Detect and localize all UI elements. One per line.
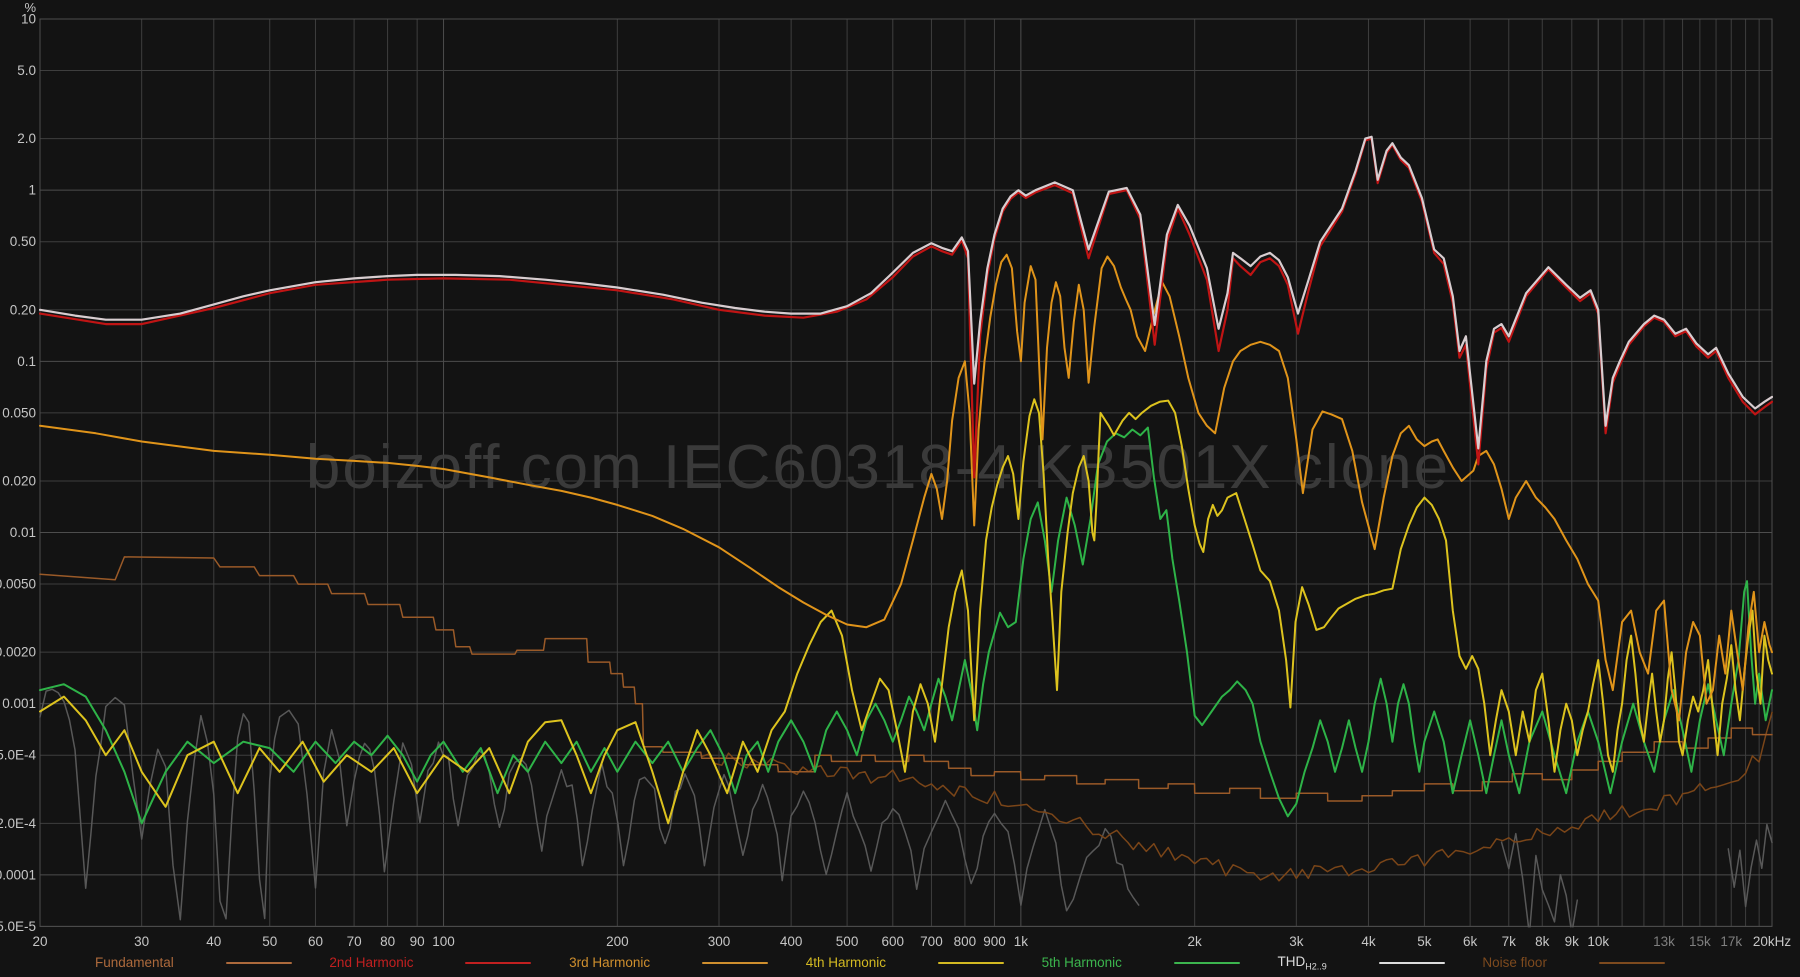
x-tick-label: 100: [432, 934, 455, 949]
legend-label-h3: 3rd Harmonic: [569, 955, 651, 971]
x-tick-label: 15k: [1689, 934, 1711, 949]
legend-swatch-h5: [1173, 962, 1240, 964]
curve-noise: [700, 711, 1773, 882]
legend-swatch-h2: [465, 962, 532, 964]
watermark: boizoff.com IEC60318-4 KB501X clone: [306, 433, 1450, 502]
legend-item-noise[interactable]: Noise floor: [1482, 956, 1665, 970]
curve-thd: [39, 135, 1773, 450]
x-tick-label: 40: [206, 934, 221, 949]
x-tick-label: 90: [410, 934, 425, 949]
y-tick-label: 0.0050: [0, 577, 36, 592]
x-tick-label: 5k: [1417, 934, 1432, 949]
legend-label-h2: 2nd Harmonic: [329, 955, 414, 971]
legend-swatch-thd: [1378, 962, 1445, 964]
y-tick-label: 0.50: [10, 234, 36, 249]
y-tick-label: 2.0E-4: [0, 816, 36, 831]
legend-swatch-fundamental: [225, 962, 292, 964]
curve-h3: [39, 253, 1773, 722]
legend-label-h5: 5th Harmonic: [1041, 955, 1122, 971]
x-tick-label: 300: [708, 934, 731, 949]
x-tick-label: 6k: [1463, 934, 1478, 949]
x-tick-label: 2k: [1188, 934, 1203, 949]
plot-border: [39, 18, 1773, 927]
x-tick-label: 20: [32, 934, 47, 949]
x-tick-label: 8k: [1535, 934, 1550, 949]
y-tick-label: 0.20: [10, 302, 36, 317]
y-tick-label: 2.0: [17, 131, 36, 146]
legend-item-h3[interactable]: 3rd Harmonic: [569, 955, 769, 971]
x-tick-label: 60: [308, 934, 323, 949]
x-tick-label: 700: [920, 934, 943, 949]
curve-h2: [39, 137, 1773, 479]
legend-item-thd[interactable]: THDH2..9: [1277, 953, 1445, 972]
x-tick-label: 200: [606, 934, 629, 949]
x-tick-label: 7k: [1502, 934, 1517, 949]
legend-label-thd: THDH2..9: [1277, 953, 1327, 972]
x-tick-label: 50: [262, 934, 277, 949]
x-tick-label: 900: [983, 934, 1006, 949]
legend-label-h4: 4th Harmonic: [805, 955, 887, 971]
curve-h5: [39, 426, 1773, 825]
y-tick-label: 0.050: [2, 405, 36, 420]
y-tick-label: 0.0001: [0, 867, 36, 882]
x-tick-label: 800: [954, 934, 977, 949]
x-tick-label: 20kHz: [1753, 934, 1792, 949]
x-tick-label: 3k: [1289, 934, 1304, 949]
curve-h4: [39, 398, 1773, 825]
curve-fundamental: [39, 556, 1773, 802]
curve-noise-gray: [1500, 832, 1579, 928]
x-tick-label: 70: [347, 934, 362, 949]
x-tick-label: 80: [380, 934, 395, 949]
x-tick-label: 600: [882, 934, 905, 949]
y-tick-label: 0.001: [2, 696, 36, 711]
axis-ticks: %10 5.0 2.0 1 0.50 0.20 0.1 0.050 0.020 0.01 0.005…: [0, 0, 1791, 949]
y-axis-unit: %: [24, 0, 36, 15]
x-tick-label: 30: [134, 934, 149, 949]
x-tick-label: 500: [836, 934, 859, 949]
y-tick-label: 10: [21, 12, 36, 27]
legend-item-h4[interactable]: 4th Harmonic: [805, 955, 1005, 971]
curve-noise-gray: [39, 688, 1140, 921]
y-tick-label: 0.1: [17, 354, 36, 369]
y-tick-label: 1: [28, 183, 36, 198]
legend-item-h2[interactable]: 2nd Harmonic: [329, 955, 532, 971]
x-tick-label: 10k: [1587, 934, 1609, 949]
x-tick-label: 17k: [1720, 934, 1742, 949]
legend: Fundamental 2nd Harmonic 3rd Harmonic 4th H…: [0, 950, 1800, 976]
x-tick-label: 4k: [1361, 934, 1376, 949]
curve-noise-gray: [1727, 823, 1773, 908]
x-tick-label: 1k: [1014, 934, 1029, 949]
legend-item-fundamental[interactable]: Fundamental: [95, 956, 292, 970]
y-tick-label: 5.0: [17, 63, 36, 78]
x-tick-label: 13k: [1653, 934, 1675, 949]
legend-swatch-h4: [938, 962, 1005, 964]
legend-swatch-h3: [702, 962, 769, 964]
x-tick-label: 9k: [1565, 934, 1580, 949]
legend-label-fundamental: Fundamental: [95, 955, 174, 971]
y-tick-label: 5.0E-5: [0, 919, 36, 934]
curves: [39, 135, 1773, 928]
legend-swatch-noise: [1598, 962, 1665, 964]
y-tick-label: 0.020: [2, 473, 36, 488]
y-tick-label: 0.01: [10, 525, 36, 540]
y-tick-label: 0.0020: [0, 645, 36, 660]
y-tick-label: 5.0E-4: [0, 748, 36, 763]
x-tick-label: 400: [780, 934, 803, 949]
legend-item-h5[interactable]: 5th Harmonic: [1042, 956, 1240, 970]
legend-label-noise: Noise floor: [1482, 955, 1547, 971]
